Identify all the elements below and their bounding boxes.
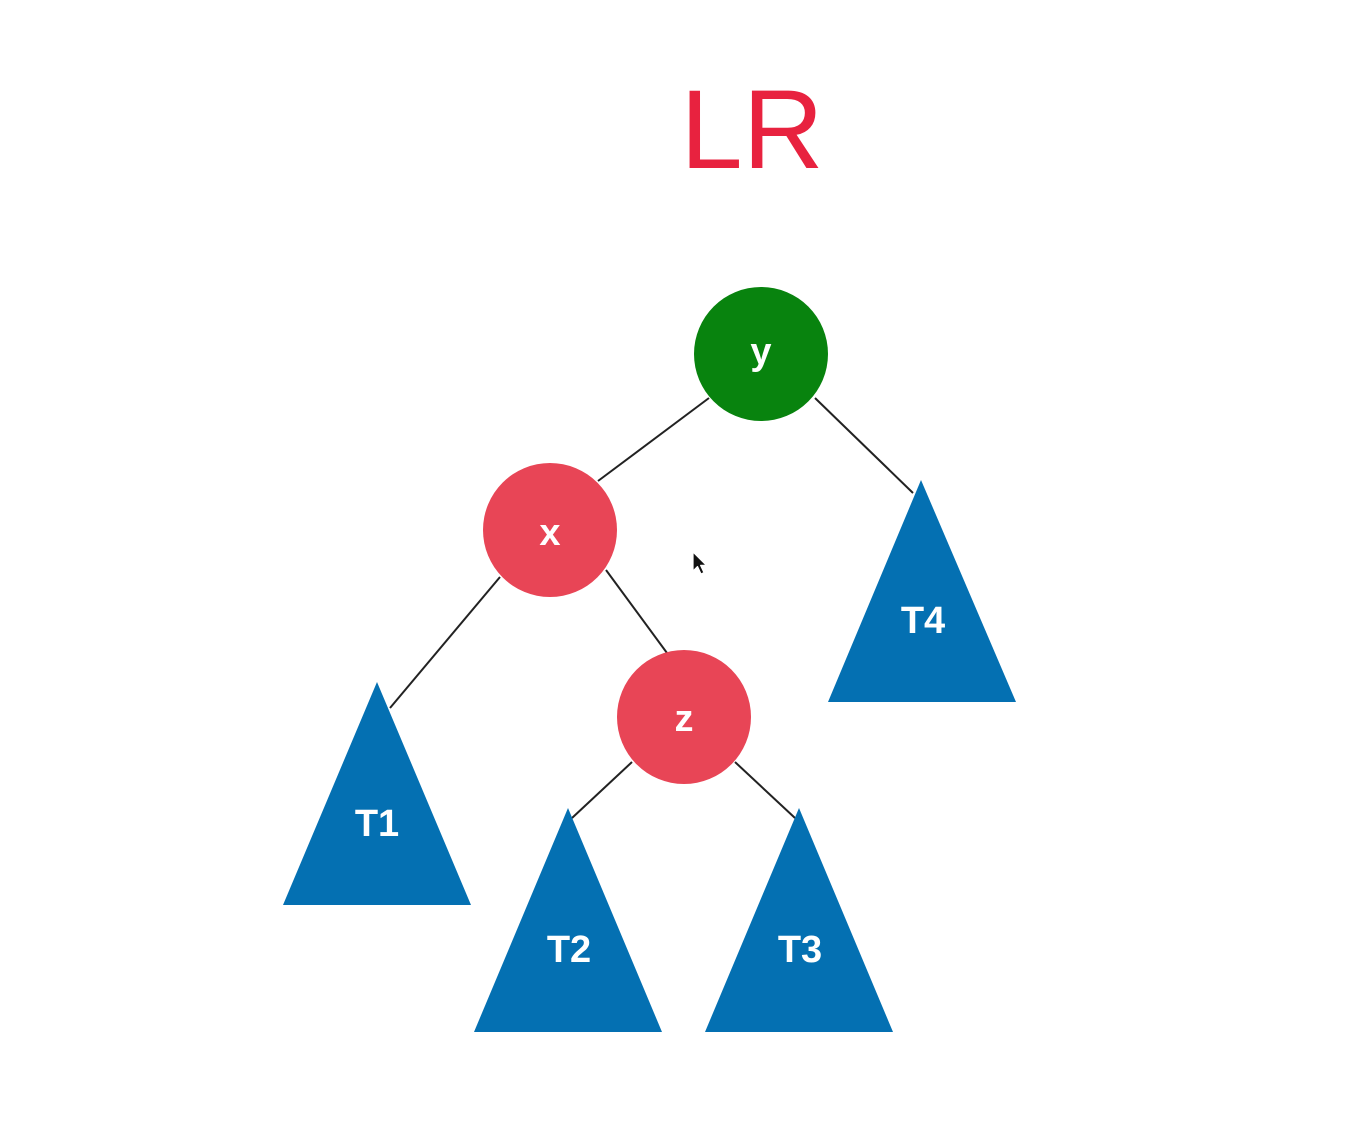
subtree-t4: T4 <box>828 480 1016 702</box>
subtree-t2-triangle <box>474 808 662 1032</box>
arrow-cursor-icon <box>692 551 708 575</box>
subtree-t3-triangle <box>705 808 893 1032</box>
edge-z-t3 <box>734 761 796 819</box>
node-z-label: z <box>675 698 694 740</box>
tree-edges <box>389 397 914 819</box>
subtree-t1-triangle <box>283 682 471 905</box>
subtree-t4-label: T4 <box>901 600 945 642</box>
subtree-t1-label: T1 <box>355 803 399 845</box>
node-x: x <box>483 463 617 597</box>
node-x-label: x <box>539 512 560 554</box>
subtree-t3: T3 <box>705 808 893 1032</box>
subtree-t2-label: T2 <box>547 929 591 971</box>
edge-y-x <box>597 397 710 482</box>
node-z: z <box>617 650 751 784</box>
node-y-circle <box>694 287 828 421</box>
node-y-label: y <box>750 331 771 373</box>
node-z-circle <box>617 650 751 784</box>
subtree-t3-label: T3 <box>778 929 822 971</box>
subtree-t1: T1 <box>283 682 471 905</box>
subtree-t4-triangle <box>828 480 1016 702</box>
subtree-t2: T2 <box>474 808 662 1032</box>
edge-y-t4 <box>814 397 914 494</box>
edge-x-t1 <box>389 576 501 709</box>
node-y: y <box>694 287 828 421</box>
node-x-circle <box>483 463 617 597</box>
edge-z-t2 <box>571 761 633 819</box>
diagram-title: LR <box>680 67 823 192</box>
edge-x-z <box>605 569 668 654</box>
